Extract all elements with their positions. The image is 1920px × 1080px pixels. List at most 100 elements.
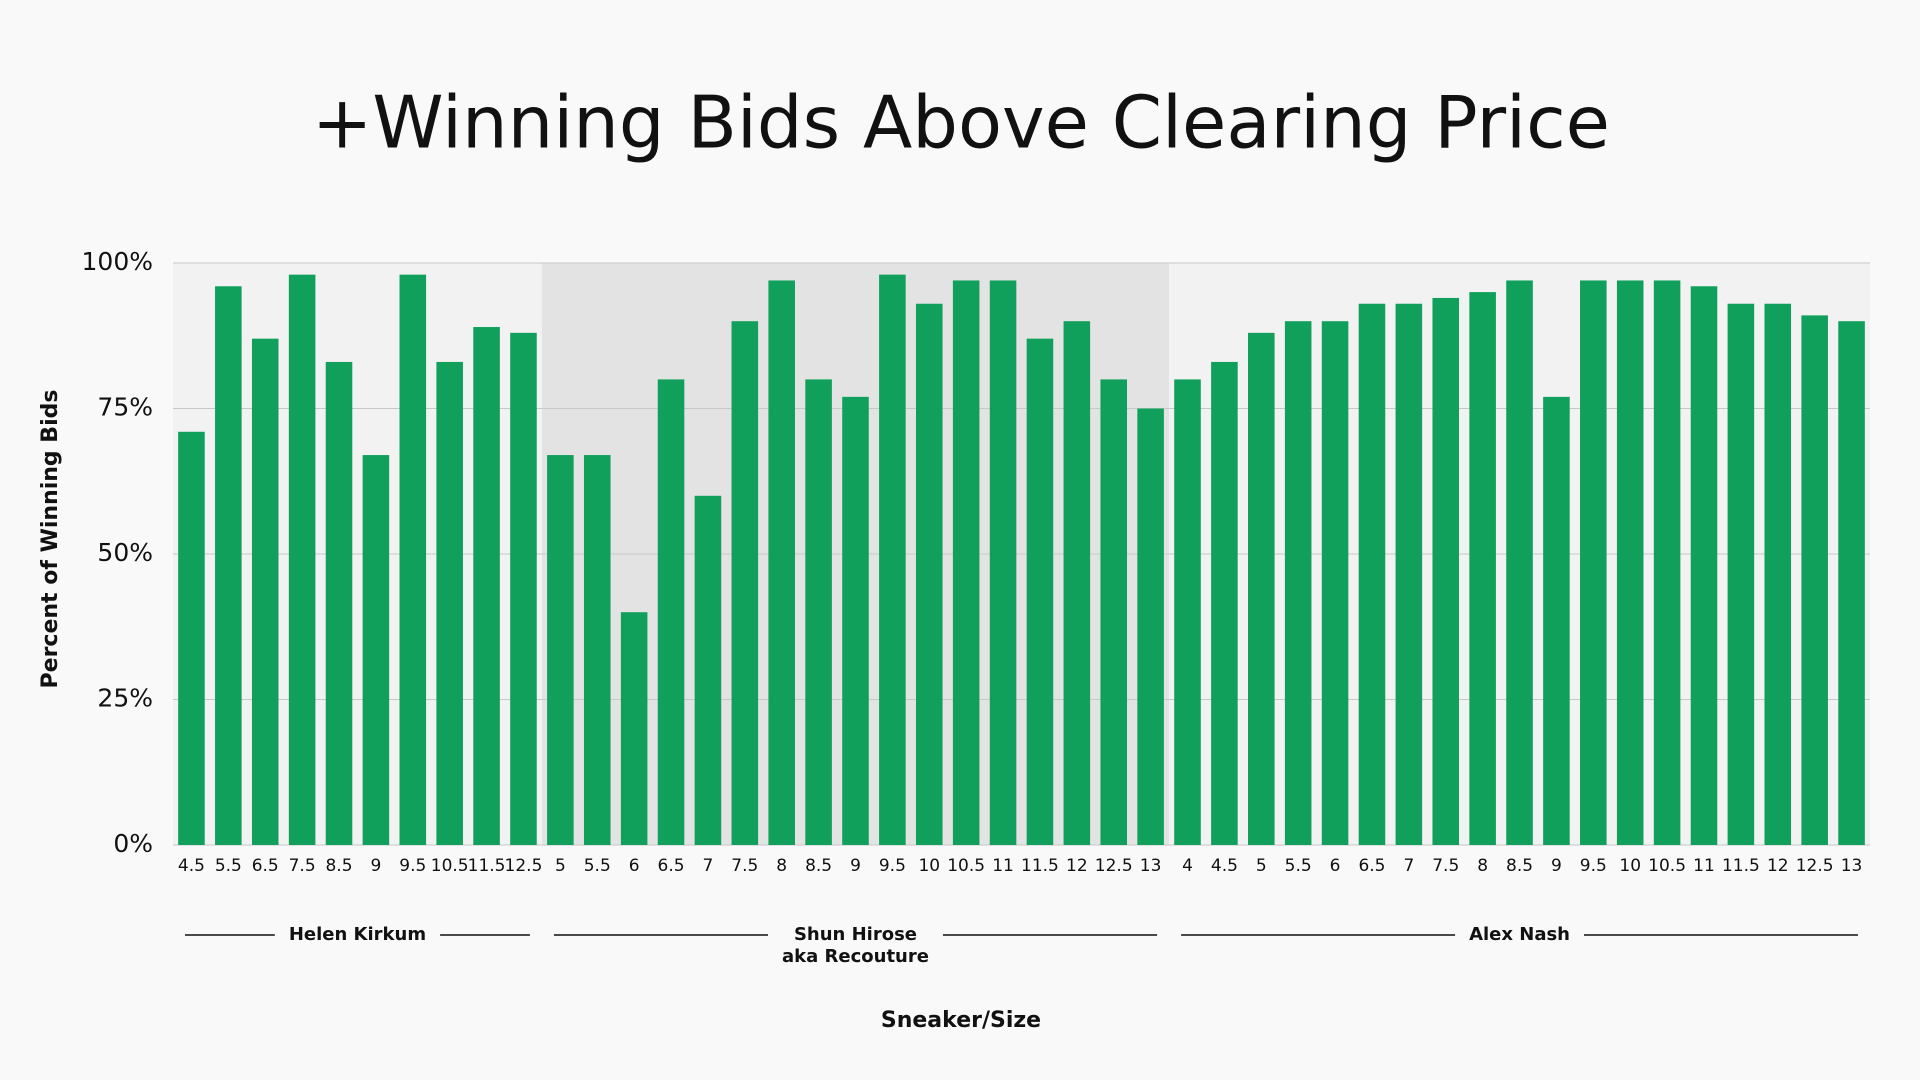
x-tick-label: 5.5	[1285, 856, 1312, 876]
y-tick-label: 75%	[97, 393, 153, 422]
bar	[510, 332, 537, 846]
bar	[657, 379, 685, 845]
group-label: Shun Hirose	[794, 924, 917, 945]
x-tick-label: 8.5	[325, 856, 352, 876]
bar	[1764, 303, 1792, 845]
x-tick-label: 9.5	[1580, 856, 1607, 876]
x-tick-label: 9.5	[399, 856, 426, 876]
x-tick-label: 10.5	[1648, 856, 1686, 876]
x-tick-label: 11.5	[468, 856, 506, 876]
x-tick-label: 11.5	[1722, 856, 1760, 876]
x-tick-label: 7.5	[1432, 856, 1459, 876]
bar	[731, 321, 759, 845]
x-tick-label: 6.5	[252, 856, 279, 876]
group-label: Helen Kirkum	[289, 924, 426, 945]
x-tick-label: 5.5	[584, 856, 611, 876]
bar	[1580, 280, 1607, 846]
bar	[1616, 280, 1644, 846]
bar	[1727, 303, 1755, 845]
x-tick-label: 4.5	[178, 856, 205, 876]
bar	[1506, 280, 1533, 846]
x-tick-label: 12.5	[1796, 856, 1834, 876]
x-tick-label: 11	[1693, 856, 1715, 876]
bar	[1100, 379, 1128, 845]
x-tick-label: 7	[703, 856, 714, 876]
x-tick-label: 10.5	[947, 856, 985, 876]
x-tick-label: 6	[1330, 856, 1341, 876]
bar	[178, 431, 205, 845]
y-tick-label: 0%	[113, 829, 153, 858]
x-tick-label: 7	[1403, 856, 1414, 876]
bar	[768, 280, 795, 846]
bar	[805, 379, 832, 845]
bar	[694, 495, 722, 845]
bar	[1137, 408, 1164, 845]
bar	[842, 396, 869, 845]
group-label: aka Recouture	[782, 946, 929, 967]
x-tick-label: 7.5	[731, 856, 758, 876]
bar	[620, 612, 648, 845]
x-tick-label: 4	[1182, 856, 1193, 876]
bar	[915, 303, 943, 845]
x-tick-label: 12	[1066, 856, 1088, 876]
x-tick-label: 12.5	[505, 856, 543, 876]
bar	[1653, 280, 1681, 846]
x-tick-label: 13	[1140, 856, 1162, 876]
bar	[1801, 315, 1828, 845]
bar	[362, 455, 390, 845]
bar	[1358, 303, 1386, 845]
x-tick-label: 9	[850, 856, 861, 876]
bar	[1690, 286, 1718, 845]
bar	[325, 361, 353, 845]
chart-title: +Winning Bids Above Clearing Price	[312, 81, 1610, 165]
x-tick-label: 12.5	[1095, 856, 1133, 876]
x-tick-label: 13	[1841, 856, 1863, 876]
y-tick-label: 25%	[97, 684, 153, 713]
bar	[436, 361, 463, 845]
x-tick-label: 6.5	[658, 856, 685, 876]
x-tick-label: 8.5	[805, 856, 832, 876]
x-tick-label: 11	[992, 856, 1014, 876]
bar	[1026, 338, 1054, 845]
bar	[952, 280, 980, 846]
bar	[1174, 379, 1201, 845]
bar	[1211, 361, 1238, 845]
x-tick-label: 11.5	[1021, 856, 1059, 876]
bar	[399, 274, 427, 845]
bar	[1432, 297, 1460, 845]
bar	[1469, 292, 1496, 846]
y-tick-label: 100%	[82, 247, 153, 276]
bar	[288, 274, 316, 845]
group-label: Alex Nash	[1469, 924, 1570, 945]
x-tick-label: 8	[1477, 856, 1488, 876]
x-tick-label: 6.5	[1358, 856, 1385, 876]
x-tick-label: 9	[1551, 856, 1562, 876]
x-tick-label: 6	[629, 856, 640, 876]
x-tick-label: 10	[1619, 856, 1641, 876]
x-tick-label: 9.5	[879, 856, 906, 876]
bar	[1838, 321, 1865, 845]
x-tick-label: 12	[1767, 856, 1789, 876]
bar	[215, 286, 242, 845]
bar	[547, 455, 574, 845]
y-axis-label: Percent of Winning Bids	[38, 390, 63, 689]
x-tick-label: 10.5	[431, 856, 469, 876]
x-tick-label: 7.5	[289, 856, 316, 876]
bar	[1063, 321, 1091, 845]
x-axis-label: Sneaker/Size	[881, 1008, 1041, 1033]
bar	[1248, 332, 1275, 846]
x-tick-label: 10	[918, 856, 940, 876]
bar	[989, 280, 1017, 846]
bar	[1543, 396, 1570, 845]
bar	[473, 327, 500, 845]
bar	[251, 338, 279, 845]
bar	[583, 455, 611, 845]
x-tick-label: 8.5	[1506, 856, 1533, 876]
x-tick-label: 8	[776, 856, 787, 876]
bar	[1395, 303, 1423, 845]
bar	[879, 274, 906, 845]
x-tick-label: 5	[555, 856, 566, 876]
x-tick-label: 4.5	[1211, 856, 1238, 876]
x-tick-label: 9	[370, 856, 381, 876]
